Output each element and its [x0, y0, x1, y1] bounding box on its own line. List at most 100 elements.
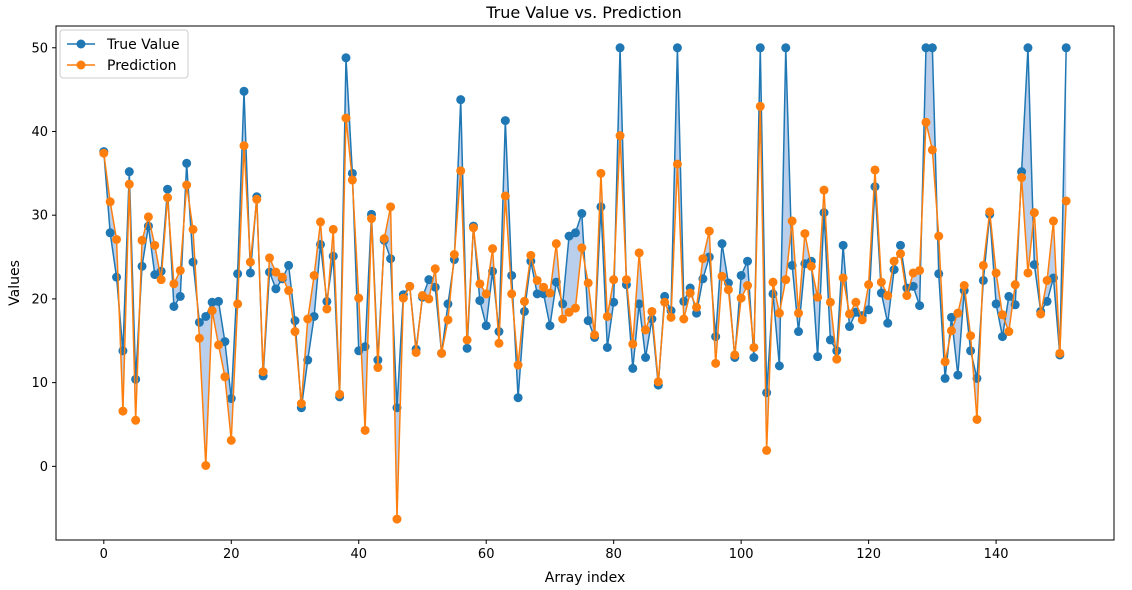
data-point-prediction — [137, 235, 147, 245]
data-point-prediction — [602, 311, 612, 321]
data-point-prediction — [424, 294, 434, 304]
data-point-prediction — [1061, 196, 1071, 206]
data-point-true-value — [762, 388, 772, 398]
data-point-prediction — [927, 145, 937, 155]
data-point-prediction — [360, 425, 370, 435]
data-point-true-value — [628, 363, 638, 373]
legend-label-true-value: True Value — [106, 37, 180, 53]
data-point-prediction — [513, 360, 523, 370]
data-point-true-value — [169, 301, 179, 311]
data-point-prediction — [959, 281, 969, 291]
data-point-prediction — [163, 193, 173, 203]
data-point-prediction — [1029, 208, 1039, 218]
data-point-prediction — [749, 342, 759, 352]
data-point-prediction — [284, 286, 294, 296]
data-point-true-value — [265, 267, 275, 277]
data-point-prediction — [832, 354, 842, 364]
data-point-prediction — [118, 406, 128, 416]
data-point-prediction — [430, 264, 440, 274]
series-prediction — [99, 101, 1071, 524]
data-point-prediction — [698, 254, 708, 264]
data-point-true-value — [825, 335, 835, 345]
x-tick-label: 0 — [100, 547, 108, 562]
data-point-true-value — [462, 343, 472, 353]
data-point-prediction — [322, 304, 332, 314]
data-point-prediction — [411, 347, 421, 357]
data-point-true-value — [532, 289, 542, 299]
legend-box — [59, 29, 189, 79]
data-point-true-value — [551, 277, 561, 287]
data-point-true-value — [927, 43, 937, 53]
data-point-prediction — [985, 207, 995, 217]
data-point-prediction — [143, 212, 153, 222]
data-point-true-value — [997, 332, 1007, 342]
data-point-prediction — [902, 291, 912, 301]
data-point-prediction — [800, 229, 810, 239]
data-point-prediction — [997, 310, 1007, 320]
data-point-true-value — [1042, 296, 1052, 306]
data-point-prediction — [583, 278, 593, 288]
data-point-prediction — [634, 248, 644, 258]
data-point-true-value — [634, 299, 644, 309]
data-point-prediction — [660, 297, 670, 307]
data-point-prediction — [526, 250, 536, 260]
data-point-prediction — [207, 306, 217, 316]
data-point-true-value — [609, 297, 619, 307]
data-point-prediction — [449, 250, 459, 260]
data-point-prediction — [570, 303, 580, 313]
y-tick-label: 50 — [31, 41, 48, 56]
data-point-prediction — [462, 335, 472, 345]
x-tick-label: 120 — [856, 547, 881, 562]
data-point-prediction — [443, 315, 453, 325]
data-point-true-value — [883, 318, 893, 328]
y-tick-label: 30 — [31, 209, 48, 224]
data-point-prediction — [915, 265, 925, 275]
data-point-prediction — [456, 166, 466, 176]
data-point-prediction — [437, 348, 447, 358]
series-line-prediction — [103, 105, 1067, 520]
data-point-prediction — [354, 293, 364, 303]
data-point-prediction — [736, 293, 746, 303]
data-point-true-value — [175, 291, 185, 301]
data-point-prediction — [966, 331, 976, 341]
data-point-true-value — [1029, 260, 1039, 270]
data-point-prediction — [934, 231, 944, 241]
data-point-prediction — [105, 197, 115, 207]
data-point-prediction — [679, 314, 689, 324]
data-point-true-value — [864, 305, 874, 315]
data-point-true-value — [895, 240, 905, 250]
data-point-prediction — [825, 297, 835, 307]
data-point-prediction — [978, 260, 988, 270]
data-point-prediction — [1042, 275, 1052, 285]
data-point-prediction — [876, 277, 886, 287]
data-point-true-value — [711, 332, 721, 342]
data-point-true-value — [513, 393, 523, 403]
data-point-true-value — [163, 184, 173, 194]
y-tick-label: 10 — [31, 376, 48, 391]
data-point-prediction — [972, 414, 982, 424]
data-point-prediction — [857, 315, 867, 325]
data-point-prediction — [991, 268, 1001, 278]
data-point-prediction — [596, 168, 606, 178]
data-point-true-value — [481, 321, 491, 331]
data-point-true-value — [774, 361, 784, 371]
data-point-prediction — [743, 281, 753, 291]
x-tick-label: 140 — [984, 547, 1009, 562]
series-true-value — [99, 43, 1071, 413]
data-point-true-value — [946, 312, 956, 322]
data-point-prediction — [1017, 173, 1027, 183]
data-point-prediction — [519, 296, 529, 306]
data-point-prediction — [647, 306, 657, 316]
data-point-true-value — [813, 352, 823, 362]
data-point-prediction — [220, 372, 230, 382]
data-point-prediction — [730, 350, 740, 360]
data-point-true-value — [577, 209, 587, 219]
data-point-prediction — [258, 367, 268, 377]
data-point-prediction — [233, 299, 243, 309]
data-point-true-value — [386, 254, 396, 264]
data-point-prediction — [398, 293, 408, 303]
data-point-prediction — [373, 363, 383, 373]
data-point-prediction — [328, 224, 338, 234]
data-point-prediction — [845, 309, 854, 319]
data-point-true-value — [245, 268, 255, 278]
